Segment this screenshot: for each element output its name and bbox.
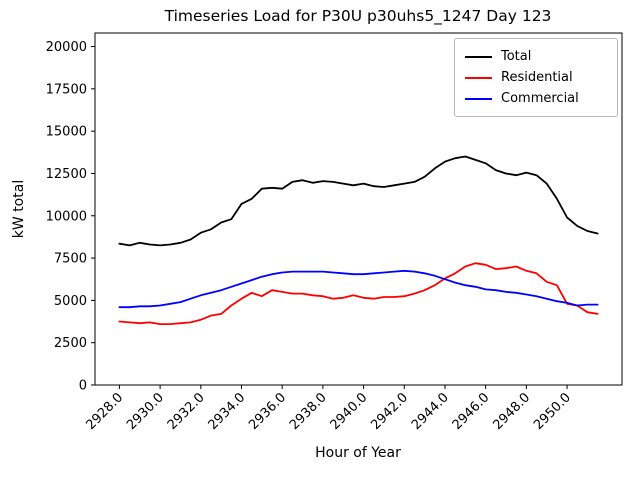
x-tick-label: 2932.0 [165, 390, 208, 433]
x-tick-label: 2930.0 [124, 390, 167, 433]
series-line-commercial [118, 269, 599, 309]
series-line-residential [118, 262, 599, 326]
y-tick-label: 0 [79, 379, 87, 394]
legend-line-swatch [465, 76, 492, 79]
legend-entry-commercial: Commercial [465, 88, 607, 109]
legend: Total Residential Commercial [454, 38, 618, 117]
x-tick-label: 2948.0 [490, 390, 533, 433]
chart-title: Timeseries Load for P30U p30uhs5_1247 Da… [164, 7, 552, 26]
axes-box [94, 32, 623, 386]
series-line-total [118, 155, 599, 247]
x-tick-label: 2944.0 [409, 390, 452, 433]
x-tick-label: 2934.0 [206, 390, 249, 433]
legend-entry-total: Total [465, 46, 607, 67]
x-axis-label: Hour of Year [315, 445, 401, 461]
legend-label: Commercial [501, 91, 579, 106]
x-tick-label: 2950.0 [531, 390, 574, 433]
legend-label: Total [501, 49, 532, 64]
legend-entry-residential: Residential [465, 67, 607, 88]
legend-line-swatch [465, 97, 492, 100]
x-tick-label: 2942.0 [368, 390, 411, 433]
x-tick-label: 2928.0 [83, 390, 126, 433]
legend-line-swatch [465, 55, 492, 58]
y-tick-label: 12500 [46, 167, 87, 182]
y-tick-label: 17500 [46, 82, 87, 97]
y-tick-label: 10000 [46, 209, 87, 224]
y-tick-label: 15000 [46, 125, 87, 140]
y-tick-label: 7500 [54, 252, 87, 267]
legend-label: Residential [501, 70, 573, 85]
y-tick-label: 20000 [46, 40, 87, 55]
x-tick-label: 2946.0 [450, 390, 493, 433]
x-tick-label: 2936.0 [246, 390, 289, 433]
y-tick-label: 5000 [54, 294, 87, 309]
y-axis-label: kW total [11, 180, 27, 238]
x-tick-label: 2938.0 [287, 390, 330, 433]
y-tick-label: 2500 [54, 336, 87, 351]
x-tick-label: 2940.0 [328, 390, 371, 433]
